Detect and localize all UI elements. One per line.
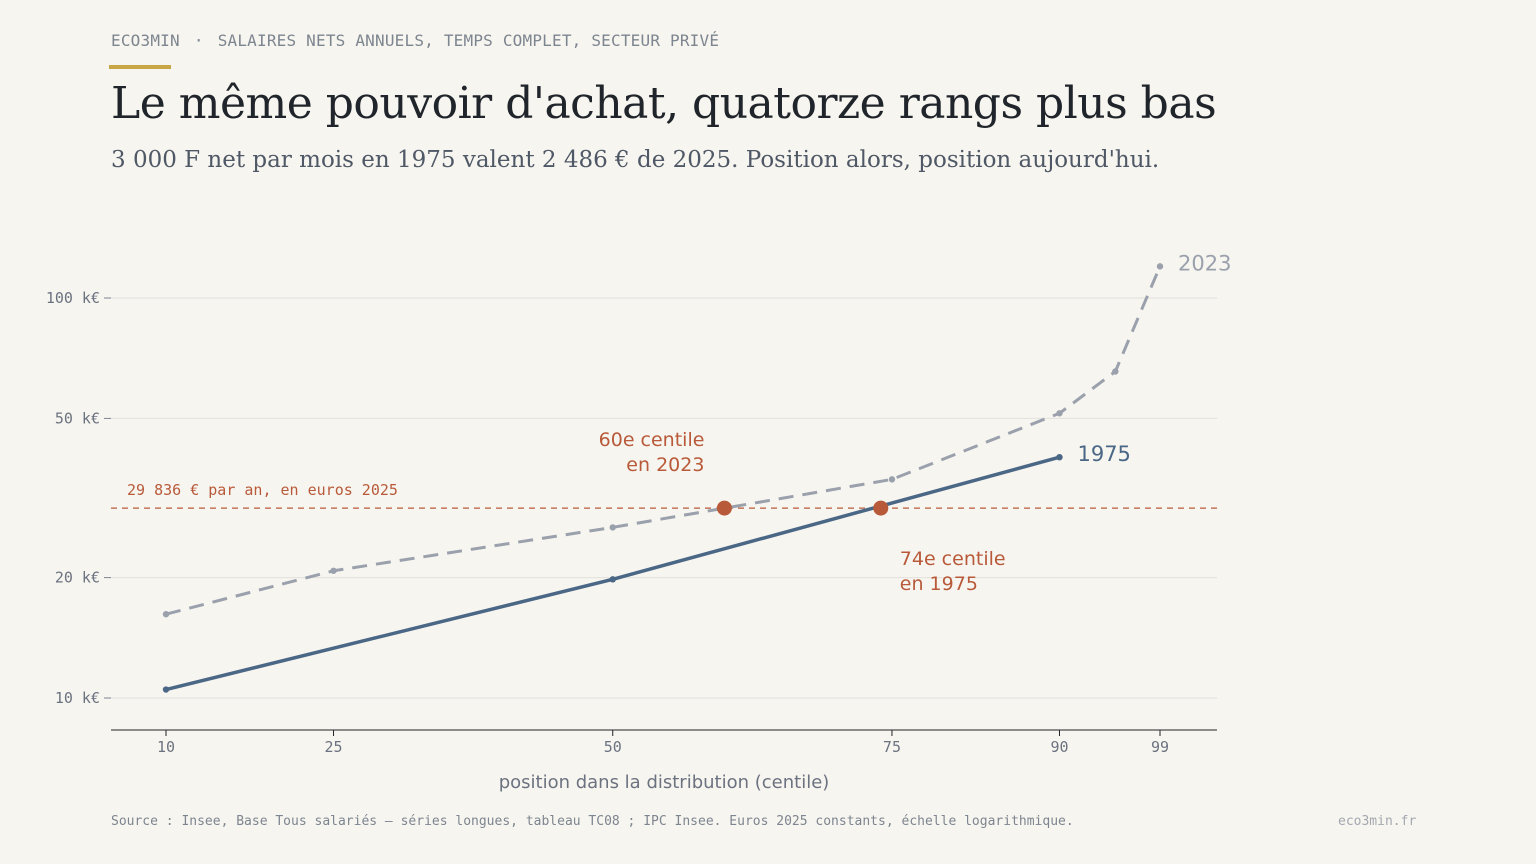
chart-subtitle: 3 000 F net par mois en 1975 valent 2 48… <box>111 147 1160 173</box>
y-tick-label: 50 k€ <box>55 409 100 427</box>
data-point-2023 <box>330 567 337 574</box>
kicker: ECO3MIN · SALAIRES NETS ANNUELS, TEMPS COM… <box>111 31 719 50</box>
accent-rule <box>109 65 171 69</box>
y-tick-label: 20 k€ <box>55 569 100 587</box>
source-note: Source : Insee, Base Tous salariés — sér… <box>111 814 1074 829</box>
x-axis-title: position dans la distribution (centile) <box>499 772 830 793</box>
series-label-2023: 2023 <box>1178 251 1231 275</box>
x-tick-label: 99 <box>1151 738 1169 756</box>
highlight-point <box>873 500 889 516</box>
data-point-2023 <box>888 476 896 483</box>
y-tick-label: 100 k€ <box>46 289 100 307</box>
y-tick-label: 10 k€ <box>55 689 100 707</box>
highlight-annotation: 60e centile en 2023 <box>599 429 705 476</box>
highlight-annotation-line: en 1975 <box>900 573 978 595</box>
data-point-2023 <box>1156 263 1164 270</box>
reference-line-label: 29 836 € par an, en euros 2025 <box>127 481 398 499</box>
data-point-2023 <box>1112 368 1119 375</box>
highlight-point <box>716 500 732 516</box>
chart-title: Le même pouvoir d'achat, quatorze rangs … <box>111 78 1217 129</box>
brand-name: ECO3MIN <box>111 31 180 50</box>
kicker-separator: · <box>193 31 204 50</box>
x-tick-label: 75 <box>883 738 901 756</box>
data-point-1975 <box>1056 453 1063 461</box>
highlight-annotation-line: 60e centile <box>599 429 705 451</box>
highlight-annotation-line: 74e centile <box>900 548 1006 570</box>
kicker-text: SALAIRES NETS ANNUELS, TEMPS COMPLET, SE… <box>217 31 720 50</box>
x-tick-label: 25 <box>324 738 342 756</box>
data-point-1975 <box>162 686 170 693</box>
highlight-annotation: 74e centile en 1975 <box>900 548 1006 595</box>
x-tick-label: 50 <box>604 738 622 756</box>
highlight-annotation-line: en 2023 <box>626 454 704 476</box>
data-point-2023 <box>609 524 616 531</box>
data-point-2023 <box>1056 410 1063 417</box>
series-label-1975: 1975 <box>1077 442 1130 466</box>
data-point-2023 <box>162 610 170 618</box>
x-tick-label: 90 <box>1050 738 1068 756</box>
x-tick-label: 10 <box>157 738 175 756</box>
data-point-1975 <box>609 576 616 583</box>
site-link[interactable]: eco3min.fr <box>1338 814 1417 829</box>
